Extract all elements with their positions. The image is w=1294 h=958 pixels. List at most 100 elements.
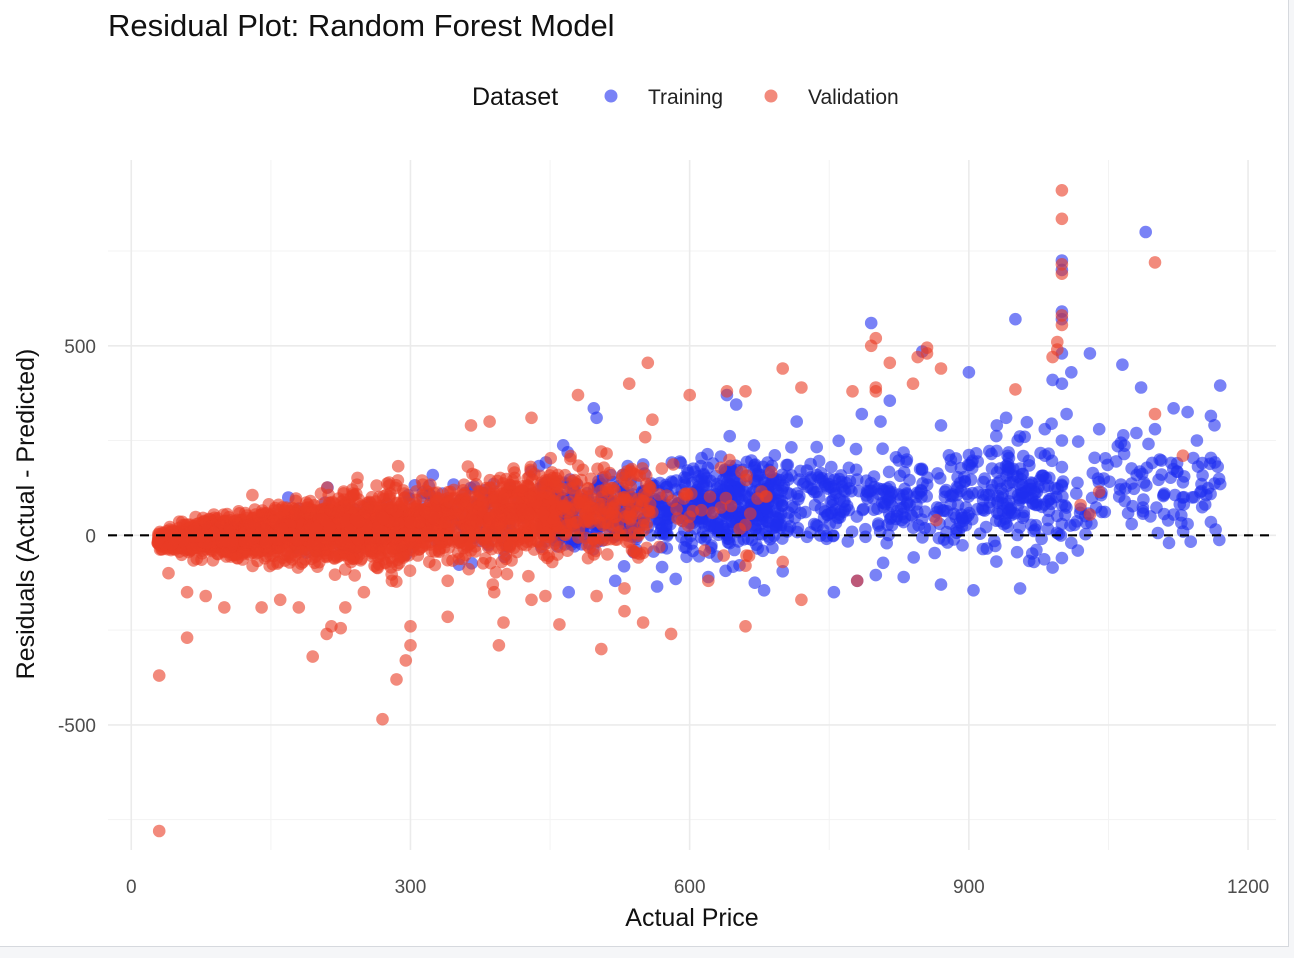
data-point — [370, 479, 383, 492]
data-point — [399, 654, 413, 667]
data-point — [589, 544, 602, 558]
data-point — [376, 712, 389, 726]
data-point — [1083, 508, 1097, 521]
data-point — [720, 385, 734, 398]
data-point — [983, 444, 996, 458]
data-point — [776, 362, 789, 375]
data-point — [860, 474, 873, 488]
data-point — [1009, 312, 1022, 326]
data-point — [1013, 582, 1027, 595]
data-point — [601, 548, 614, 561]
data-point — [391, 474, 405, 487]
data-point — [732, 484, 745, 498]
data-point — [671, 512, 684, 525]
data-point — [524, 491, 537, 504]
data-point — [930, 513, 943, 527]
data-point — [507, 522, 520, 536]
data-point — [383, 490, 396, 503]
data-point — [620, 535, 633, 549]
data-point — [564, 452, 577, 466]
data-point — [553, 540, 567, 554]
data-point — [867, 503, 881, 516]
data-point — [1125, 517, 1138, 531]
data-point — [666, 494, 679, 508]
data-point — [1176, 476, 1190, 489]
data-point — [372, 490, 386, 504]
data-point — [876, 442, 889, 456]
data-point — [300, 501, 313, 514]
data-point — [880, 536, 893, 550]
data-point — [618, 604, 631, 618]
data-point — [883, 356, 897, 370]
data-point — [864, 339, 878, 353]
data-point — [641, 356, 655, 370]
data-point — [1098, 505, 1112, 519]
data-point — [419, 537, 432, 550]
data-point — [646, 413, 659, 427]
data-point — [1055, 309, 1069, 322]
data-point — [1055, 479, 1069, 493]
data-point — [263, 559, 277, 573]
data-point — [1001, 506, 1015, 520]
grid-minor — [108, 160, 1276, 850]
data-point — [1079, 527, 1092, 541]
data-point — [562, 585, 575, 599]
data-point — [1144, 510, 1157, 523]
data-point — [850, 574, 864, 588]
data-point — [650, 580, 664, 593]
data-point — [644, 481, 657, 495]
data-point — [911, 350, 924, 364]
data-point — [683, 388, 696, 402]
data-point — [760, 501, 773, 515]
data-point — [869, 385, 883, 398]
data-point — [931, 467, 944, 480]
data-point — [495, 555, 509, 569]
data-point — [584, 472, 598, 486]
data-point — [618, 582, 631, 595]
data-point — [309, 522, 323, 535]
data-point — [688, 465, 702, 479]
data-point — [410, 499, 424, 513]
data-point — [262, 498, 276, 511]
data-point — [1010, 545, 1024, 559]
data-point — [990, 429, 1003, 443]
data-point — [1037, 553, 1051, 566]
data-point — [960, 487, 974, 501]
data-point — [539, 589, 552, 603]
data-point — [575, 473, 588, 487]
data-point — [515, 484, 528, 497]
data-point — [804, 457, 817, 471]
data-point — [250, 543, 264, 557]
data-point — [1213, 477, 1227, 491]
data-point — [152, 824, 166, 838]
data-point — [516, 538, 529, 551]
data-point — [638, 430, 652, 444]
data-point — [199, 589, 212, 603]
data-point — [1018, 430, 1031, 444]
data-point — [681, 519, 695, 532]
data-point — [180, 585, 194, 599]
data-point — [680, 534, 693, 547]
data-point — [452, 552, 466, 566]
data-point — [630, 468, 644, 482]
data-point — [1116, 358, 1129, 372]
x-tick-label: 900 — [953, 877, 985, 898]
data-point — [441, 610, 455, 624]
data-point — [1158, 487, 1171, 500]
data-point — [1046, 350, 1059, 364]
data-point — [825, 460, 838, 474]
data-point — [954, 461, 968, 475]
data-point — [678, 471, 691, 484]
legend-swatch-validation — [764, 89, 778, 103]
data-point — [956, 539, 969, 552]
data-point — [438, 516, 451, 529]
data-point — [799, 505, 812, 519]
data-point — [846, 385, 859, 398]
data-point — [655, 560, 669, 574]
data-point — [391, 553, 405, 567]
data-point — [287, 531, 301, 544]
data-point — [843, 474, 857, 488]
data-point — [714, 461, 728, 475]
data-point — [489, 566, 503, 579]
data-point — [258, 523, 271, 536]
